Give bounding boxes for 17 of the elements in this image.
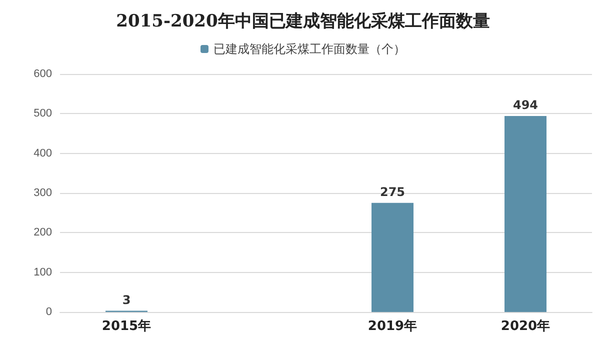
y-tick-label: 200	[34, 226, 52, 239]
bar	[372, 202, 414, 312]
y-tick-label: 600	[34, 68, 52, 80]
data-label: 494	[512, 98, 538, 112]
bar	[504, 116, 546, 312]
x-tick-label: 2019年	[368, 319, 418, 334]
y-tick-label: 300	[34, 187, 52, 199]
y-tick-label: 500	[34, 108, 52, 120]
x-tick-label: 2020年	[500, 319, 550, 334]
y-tick-label: 100	[34, 266, 52, 278]
data-label: 275	[380, 184, 406, 199]
chart-title: 2015-2020年中国已建成智能化采煤工作面数量	[116, 12, 490, 32]
legend-label: 已建成智能化采煤工作面数量（个）	[214, 42, 406, 56]
y-tick-label: 400	[34, 147, 52, 160]
y-tick-label: 0	[46, 306, 52, 318]
data-label: 3	[122, 292, 131, 307]
x-tick-label: 2015年	[102, 319, 152, 334]
